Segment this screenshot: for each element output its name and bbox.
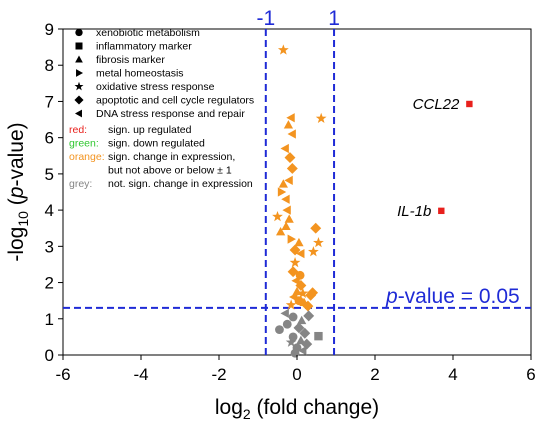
legend-marker-icon	[74, 95, 84, 105]
data-point	[307, 246, 319, 257]
y-tick-label: 8	[45, 56, 54, 75]
data-point	[295, 279, 307, 291]
data-point	[307, 287, 319, 299]
data-point	[303, 310, 315, 322]
y-tick-label: 6	[45, 129, 54, 148]
fold-change-threshold-label: -1	[256, 7, 275, 30]
gene-label: IL-1b	[397, 203, 431, 220]
data-point	[302, 300, 314, 312]
data-point	[289, 256, 301, 268]
data-point	[276, 227, 286, 236]
legend-color-desc: but not above or below ± 1	[108, 165, 232, 177]
data-point	[291, 276, 300, 286]
legend-color-desc: sign. down regulated	[108, 138, 205, 150]
legend-marker-label: oxidative stress response	[96, 81, 215, 93]
legend-marker-label: apoptotic and cell cycle regulators	[96, 95, 254, 107]
fold-change-threshold-label: 1	[328, 7, 340, 30]
data-point	[301, 338, 313, 350]
y-tick-label: 5	[45, 165, 54, 184]
legend-color-key: grey:	[69, 178, 92, 190]
data-point	[281, 194, 290, 204]
y-tick-label: 7	[45, 92, 54, 111]
legend-color-desc: sign. change in expression,	[108, 151, 235, 163]
data-point	[286, 113, 295, 123]
x-tick-label: -2	[211, 365, 226, 384]
data-point	[288, 312, 298, 322]
data-point	[289, 244, 301, 256]
data-point	[287, 129, 296, 139]
data-point	[310, 222, 322, 234]
x-tick-label: 2	[370, 365, 379, 384]
x-axis-title: log2 (fold change)	[215, 396, 379, 422]
data-point	[280, 308, 289, 318]
legend-marker-label: metal homeostasis	[96, 68, 184, 80]
data-point	[281, 221, 291, 230]
legend-marker-icon	[75, 55, 83, 63]
legend-marker-icon	[74, 109, 82, 118]
data-point	[314, 331, 323, 341]
legend-marker-icon	[75, 42, 83, 50]
data-point	[286, 162, 298, 174]
data-point	[287, 234, 296, 244]
data-point	[294, 237, 304, 247]
y-tick-label: 9	[45, 20, 54, 39]
legend-marker-icon	[75, 28, 83, 37]
data-point	[284, 175, 293, 186]
gene-label: CCL22	[413, 96, 460, 113]
x-tick-label: 6	[526, 365, 535, 384]
data-point	[296, 335, 306, 345]
data-point	[277, 187, 287, 197]
data-point	[284, 152, 296, 164]
x-tick-label: 0	[292, 365, 301, 384]
data-points: CCL22 IL-1b	[272, 44, 473, 358]
data-point	[282, 205, 291, 215]
legend-marker-label: inflammatory marker	[96, 41, 192, 53]
threshold-lines: -1 1 p-value = 0.05	[63, 7, 531, 355]
y-tick-label: 4	[45, 201, 54, 220]
legend-marker-icon	[74, 81, 84, 91]
legend-color-key: red:	[69, 124, 87, 136]
p-value-threshold-label: p-value = 0.05	[385, 285, 520, 308]
data-point	[278, 179, 288, 188]
legend-marker-label: fibrosis marker	[96, 54, 165, 66]
data-point	[315, 112, 327, 124]
labeled-data-point	[438, 207, 445, 215]
data-point	[285, 336, 297, 347]
y-tick-label: 2	[45, 274, 54, 293]
data-point	[297, 315, 307, 325]
data-point	[282, 319, 292, 329]
data-point	[293, 322, 305, 334]
legend-color-desc: not. sign. change in expression	[108, 178, 253, 190]
legend: xenobiotic metabolism inflammatory marker…	[69, 27, 254, 190]
y-axis-title: -log10 (p-value)	[5, 122, 31, 261]
axes: -6 -4 -2 0 2 4 6 0 1 2 3 4 5 6 7 8 9	[45, 20, 536, 384]
y-tick-label: 3	[45, 237, 54, 256]
data-point	[285, 299, 297, 310]
x-tick-label: 4	[448, 365, 457, 384]
data-point	[299, 327, 311, 339]
legend-marker-icon	[76, 69, 84, 77]
y-tick-label: 0	[45, 346, 54, 365]
legend-color-desc: sign. up regulated	[108, 124, 192, 136]
data-point	[272, 210, 283, 222]
legend-marker-label: xenobiotic metabolism	[96, 27, 200, 39]
legend-color-key: orange:	[69, 151, 105, 163]
labeled-data-point	[466, 100, 473, 108]
legend-marker-label: DNA stress response and repair	[96, 108, 245, 120]
data-point	[284, 214, 294, 223]
data-point	[298, 346, 307, 356]
data-point	[296, 248, 305, 259]
data-point	[313, 237, 324, 248]
data-point	[275, 325, 284, 335]
x-tick-label: -6	[55, 365, 70, 384]
data-point	[283, 120, 294, 129]
data-point	[297, 287, 309, 299]
x-tick-label: -4	[133, 365, 148, 384]
data-point	[280, 143, 289, 154]
data-point	[277, 44, 289, 55]
data-point	[290, 348, 300, 358]
y-tick-label: 1	[45, 310, 54, 329]
legend-color-key: green:	[69, 138, 99, 150]
